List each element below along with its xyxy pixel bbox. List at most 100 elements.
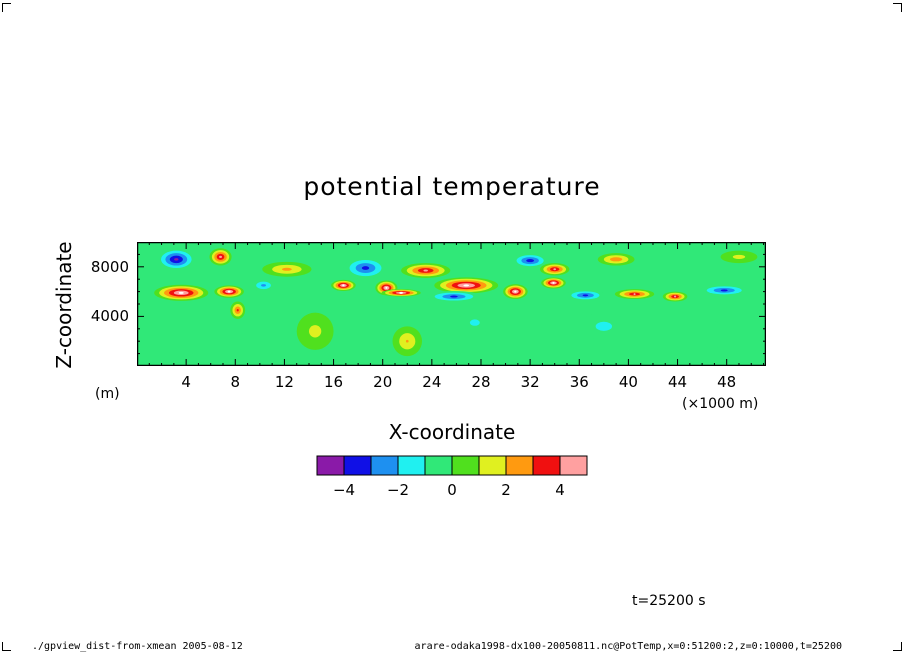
contour-feature [565,289,606,301]
corner-mark-bottom-right [893,642,902,651]
contour-feature [677,318,727,352]
colorbar-tick-label: 4 [555,481,565,499]
x-tick-label: 4 [181,373,191,391]
x-axis-unit: (×1000 m) [682,396,759,412]
contour-feature [614,289,655,300]
contour-feature [331,279,356,291]
footer-left: ./gpview_dist-from-xmean 2005-08-12 [32,641,243,652]
contour-band [469,319,480,326]
x-tick-label: 12 [274,373,294,391]
colorbar-swatch [559,455,588,476]
colorbar-tick-label: 0 [447,481,457,499]
contour-feature [720,250,758,264]
colorbar-tick-label: −2 [386,481,410,499]
contour-feature [662,291,688,302]
x-tick-label: 24 [422,373,442,391]
contour-band [219,255,222,259]
corner-mark-top-right [893,3,902,12]
contour-feature [401,263,451,278]
x-tick-label: 40 [618,373,638,391]
contour-feature [434,277,499,294]
y-tick-label: 8000 [90,257,129,276]
contour-feature [156,248,196,271]
contour-band [633,293,636,296]
y-axis-unit: (m) [95,386,120,402]
x-axis-label: X-coordinate [388,420,516,444]
contour-band [552,281,555,284]
colorbar-tick-label: 2 [501,481,511,499]
contour-feature [296,312,334,350]
x-tick-label: 28 [471,373,491,391]
contour-band [361,266,370,270]
contour-band [673,295,677,298]
contour-band [342,284,345,287]
y-axis-label: Z-coordinate [52,241,76,369]
colorbar [316,455,588,476]
y-tick-label: 4000 [90,307,129,326]
contour-band [178,291,184,294]
contour-band [609,257,623,262]
contour-band [399,291,403,294]
contour-band [732,254,746,259]
contour-feature [597,253,635,266]
x-tick-label: 32 [520,373,540,391]
x-tick-label: 36 [569,373,589,391]
contour-band [526,259,535,263]
colorbar-swatch [370,455,399,476]
contour-feature [209,248,232,266]
contour-feature [381,289,421,297]
contour-feature [426,290,481,303]
contour-feature [262,261,312,277]
contour-feature [392,326,423,357]
contour-band [423,269,428,272]
contour-feature [541,277,566,289]
colorbar-swatch [343,455,372,476]
contour-band [582,294,589,297]
footer-right: arare-odaka1998-dx100-20050811.nc@PotTem… [414,641,842,652]
contour-feature [230,301,246,319]
contour-band [236,308,239,312]
contour-feature [503,284,528,300]
plot-background [137,242,766,366]
contour-feature [511,253,549,269]
contour-band [405,339,409,343]
x-tick-label: 48 [717,373,737,391]
contour-band [385,286,388,289]
contour-feature [579,312,629,340]
contour-feature [154,284,209,301]
contour-band [261,284,266,287]
corner-mark-bottom-left [2,642,11,651]
chart-title: potential temperature [303,172,601,201]
colorbar-swatch [424,455,453,476]
colorbar-swatch [397,455,426,476]
contour-feature [457,311,493,334]
x-tick-label: 44 [668,373,688,391]
time-label: t=25200 s [632,593,706,609]
contour-feature [343,256,388,280]
contour-feature [699,284,749,296]
colorbar-swatch [505,455,534,476]
contour-band [595,321,613,331]
colorbar-swatch [478,455,507,476]
contour-band [308,325,322,338]
contour-band [281,267,292,271]
contour-band [450,295,458,298]
contour-band [553,268,557,271]
contour-plot [137,242,766,366]
contour-feature [251,279,276,292]
colorbar-swatch [316,455,345,476]
contour-band [227,290,231,293]
colorbar-tick-label: −4 [332,481,356,499]
contour-feature [539,263,570,276]
contour-band [720,289,728,292]
contour-band [514,290,517,293]
contour-band [677,318,727,352]
contour-band [463,284,470,287]
colorbar-swatch [532,455,561,476]
colorbar-swatch [451,455,480,476]
contour-band [174,258,179,261]
x-tick-label: 16 [324,373,344,391]
x-tick-label: 20 [373,373,393,391]
contour-feature [214,285,244,298]
x-tick-label: 8 [230,373,241,391]
